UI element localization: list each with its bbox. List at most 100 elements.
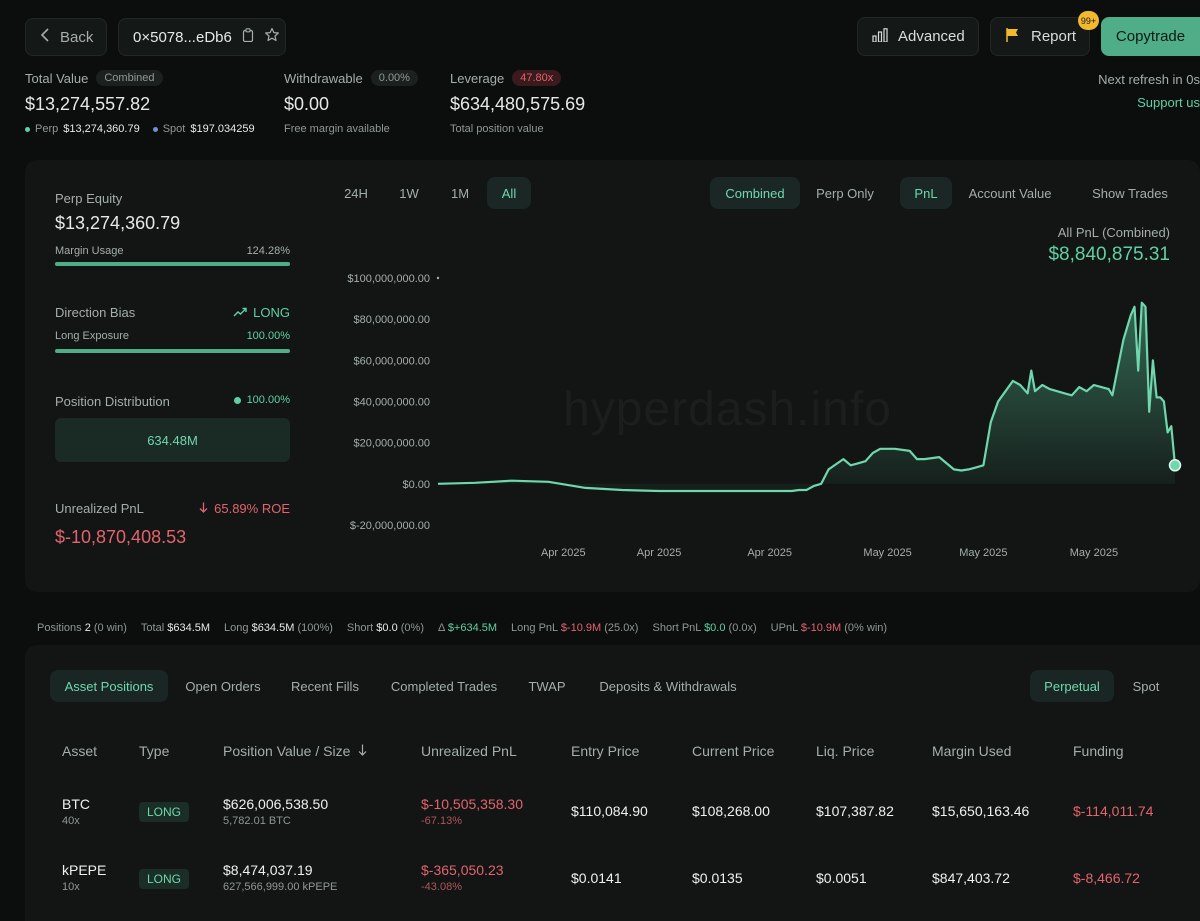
row-liq-price: $107,387.82 [816, 803, 894, 819]
perp-label: Perp [35, 123, 59, 135]
long-exposure-bar [55, 349, 290, 353]
flag-icon [1005, 27, 1021, 47]
market-spot[interactable]: Spot [1132, 678, 1160, 694]
leverage-block: Leverage 47.80x $634,480,575.69 Total po… [450, 70, 585, 135]
total-value-label: Total Value [25, 70, 89, 86]
back-label: Back [60, 28, 94, 46]
unrealized-pnl-label: Unrealized PnL [55, 501, 144, 516]
roe-text: 65.89% ROE [214, 501, 290, 516]
range-1m[interactable]: 1M [450, 185, 470, 201]
combined-tag: Combined [96, 70, 163, 86]
copy-icon[interactable] [242, 28, 254, 46]
row-funding: $-8,466.72 [1073, 870, 1140, 886]
advanced-button[interactable]: Advanced [857, 17, 979, 56]
tab-open-orders[interactable]: Open Orders [185, 678, 261, 694]
stat-long-pnl: Long PnL $-10.9M (25.0x) [511, 622, 639, 634]
col-current-price[interactable]: Current Price [692, 743, 775, 759]
mode-perp-only[interactable]: Perp Only [816, 185, 874, 201]
total-value: $13,274,557.82 [25, 94, 151, 114]
overview-card [25, 160, 1200, 592]
row-asset[interactable]: kPEPE 10x [62, 862, 107, 893]
trending-up-icon [233, 305, 247, 320]
range-24h[interactable]: 24H [344, 185, 368, 201]
total-value-block: Total Value Combined $13,274,557.82 Perp… [25, 70, 255, 135]
bar-chart-icon [872, 27, 888, 46]
roe-value: 65.89% ROE [170, 501, 290, 516]
wallet-address: 0×5078...eDb6 [133, 28, 232, 46]
stat-short-pnl: Short PnL $0.0 (0.0x) [652, 622, 757, 634]
metric-account-value[interactable]: Account Value [968, 185, 1052, 201]
tab-deposits-withdrawals[interactable]: Deposits & Withdrawals [599, 678, 737, 694]
report-badge: 99+ [1078, 11, 1099, 30]
col-margin-used[interactable]: Margin Used [932, 743, 1012, 759]
row-liq-price: $0.0051 [816, 870, 867, 886]
market-perpetual[interactable]: Perpetual [1030, 670, 1114, 702]
perp-value: $13,274,360.79 [63, 123, 140, 135]
position-dist-amount: 634.48M [147, 432, 198, 448]
report-button[interactable]: Report [990, 17, 1090, 56]
total-position-value: $634,480,575.69 [450, 94, 586, 114]
chevron-left-icon [40, 28, 50, 46]
direction-bias-text: LONG [253, 305, 290, 320]
col-type[interactable]: Type [139, 743, 170, 759]
position-dist-bar[interactable]: 634.48M [55, 418, 290, 462]
positions-stats-bar: Positions 2 (0 win) Total $634.5M Long $… [37, 622, 887, 634]
mode-combined[interactable]: Combined [710, 177, 800, 209]
range-all[interactable]: All [487, 177, 531, 209]
col-position-value[interactable]: Position Value / Size [223, 743, 367, 759]
col-funding[interactable]: Funding [1073, 743, 1124, 759]
tab-asset-positions[interactable]: Asset Positions [50, 670, 168, 702]
row-position-value: $626,006,538.50 5,782.01 BTC [223, 796, 329, 827]
row-position-value: $8,474,037.19 627,566,999.00 kPEPE [223, 862, 338, 893]
leverage-sub: Total position value [450, 123, 544, 135]
row-type-badge: LONG [139, 802, 190, 822]
spot-dot [152, 126, 158, 132]
tab-twap[interactable]: TWAP [528, 678, 566, 694]
withdrawable-value: $0.00 [284, 94, 330, 114]
withdrawable-label: Withdrawable [284, 70, 363, 86]
positions-card [25, 645, 1200, 921]
col-position-value-label: Position Value / Size [223, 743, 351, 759]
range-1w[interactable]: 1W [399, 185, 419, 201]
next-refresh-text: Next refresh in 0s [1098, 72, 1200, 87]
row-current-price: $0.0135 [692, 870, 743, 886]
back-button[interactable]: Back [25, 18, 107, 56]
withdrawable-tag: 0.00% [370, 70, 418, 86]
row-margin-used: $15,650,163.46 [932, 803, 1030, 819]
margin-usage-label: Margin Usage [55, 245, 124, 257]
show-trades-toggle[interactable]: Show Trades [1092, 185, 1168, 201]
pnl-chart-value: $8,840,875.31 [1048, 244, 1170, 265]
stat-positions: Positions 2 (0 win) [37, 622, 127, 634]
support-link[interactable]: Support us [1137, 95, 1200, 110]
stat-delta: Δ $+634.5M [438, 622, 498, 634]
col-entry-price[interactable]: Entry Price [571, 743, 640, 759]
col-liq-price[interactable]: Liq. Price [816, 743, 875, 759]
watermark: hyperdash.info [563, 383, 892, 436]
leverage-tag: 47.80x [512, 70, 562, 86]
margin-usage-bar [55, 262, 290, 266]
advanced-label: Advanced [898, 28, 965, 45]
metric-pnl[interactable]: PnL [900, 177, 952, 209]
star-icon[interactable] [264, 27, 280, 47]
copytrade-label: Copytrade [1115, 28, 1186, 45]
withdrawable-sub: Free margin available [284, 123, 390, 135]
tab-completed-trades[interactable]: Completed Trades [390, 678, 498, 694]
unrealized-pnl-value: $-10,870,408.53 [55, 527, 187, 547]
row-asset[interactable]: BTC 40x [62, 796, 90, 827]
direction-bias-label: Direction Bias [55, 305, 136, 320]
row-unrealized-pnl: $-10,505,358.30 -67.13% [421, 796, 523, 827]
row-current-price: $108,268.00 [692, 803, 770, 819]
position-dist-value: 100.00% [200, 394, 290, 406]
tab-recent-fills[interactable]: Recent Fills [291, 678, 359, 694]
stat-upnl: UPnL $-10.9M (0% win) [770, 622, 888, 634]
perp-dot [25, 126, 30, 132]
perp-equity-value: $13,274,360.79 [55, 213, 181, 233]
sort-arrow-down-icon[interactable] [358, 743, 367, 759]
col-asset[interactable]: Asset [62, 743, 98, 759]
perp-equity-label: Perp Equity [55, 191, 123, 206]
position-dist-label: Position Distribution [55, 394, 170, 409]
spot-value: $197.034259 [190, 123, 255, 135]
row-entry-price: $0.0141 [571, 870, 622, 886]
copytrade-button[interactable]: Copytrade [1101, 17, 1200, 56]
col-unrealized-pnl[interactable]: Unrealized PnL [421, 743, 517, 759]
